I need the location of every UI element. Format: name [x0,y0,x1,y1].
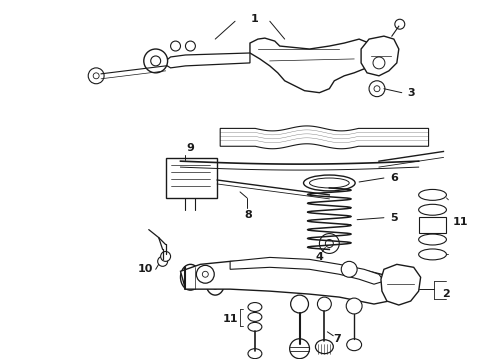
Bar [166,158,217,198]
Text: 8: 8 [244,210,252,220]
Ellipse shape [418,234,446,245]
Ellipse shape [310,178,349,188]
Circle shape [341,261,357,277]
Ellipse shape [186,271,195,284]
Ellipse shape [418,204,446,215]
Text: 5: 5 [390,213,398,223]
Text: 1: 1 [251,14,259,24]
Circle shape [291,295,309,313]
Text: 7: 7 [333,334,341,344]
Polygon shape [220,126,429,149]
Text: 9: 9 [187,143,195,153]
Polygon shape [381,264,420,305]
Bar [418,217,446,233]
Ellipse shape [248,349,262,359]
Text: 11: 11 [453,217,468,227]
Circle shape [369,81,385,96]
Circle shape [196,265,214,283]
Ellipse shape [248,323,262,331]
Circle shape [88,68,104,84]
Polygon shape [230,257,384,284]
Text: 4: 4 [316,252,323,262]
Circle shape [290,339,310,359]
Ellipse shape [418,189,446,201]
Circle shape [93,73,99,79]
Ellipse shape [418,249,446,260]
Circle shape [144,49,168,73]
Text: 11: 11 [222,314,238,324]
Polygon shape [180,261,399,304]
Circle shape [158,256,168,266]
Ellipse shape [347,339,362,351]
Polygon shape [250,38,374,93]
Polygon shape [166,53,250,68]
Text: 10: 10 [138,264,153,274]
Circle shape [202,271,208,277]
Circle shape [318,297,331,311]
Ellipse shape [303,175,355,191]
Text: 2: 2 [442,289,450,299]
Circle shape [319,234,339,253]
Ellipse shape [206,273,224,295]
Circle shape [395,19,405,29]
Ellipse shape [248,312,262,321]
Ellipse shape [180,264,200,290]
Circle shape [373,57,385,69]
Ellipse shape [248,302,262,311]
Ellipse shape [211,279,219,289]
Text: 6: 6 [390,173,398,183]
Circle shape [325,239,333,247]
Circle shape [171,41,180,51]
Circle shape [346,298,362,314]
Circle shape [161,251,171,261]
Circle shape [374,86,380,92]
Polygon shape [361,36,399,76]
Circle shape [151,56,161,66]
Text: 3: 3 [407,88,415,98]
Circle shape [185,41,196,51]
Ellipse shape [316,340,333,354]
